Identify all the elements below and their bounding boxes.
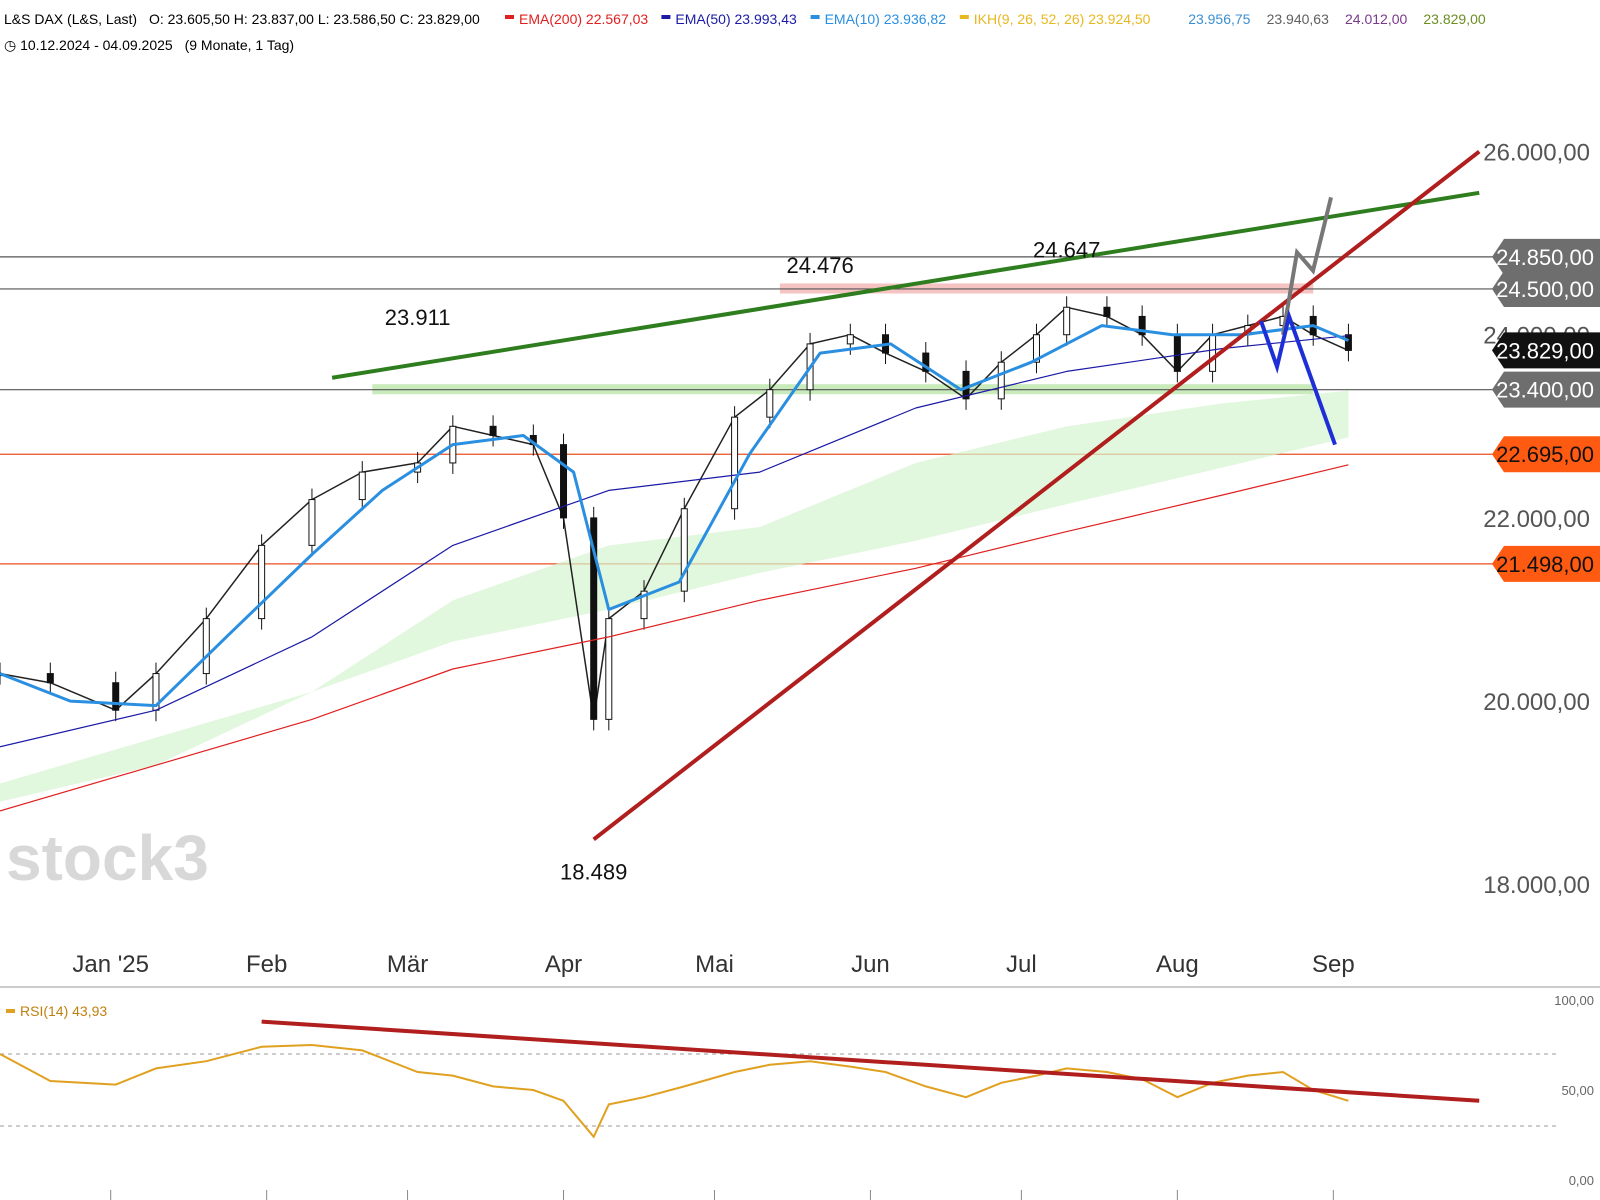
indicator-1[interactable]: EMA(50) 23.993,43 (675, 11, 797, 27)
candle-body[interactable] (46, 673, 54, 684)
price-badge-1[interactable]: 24.500,00 (1492, 270, 1600, 307)
candle-body[interactable] (308, 499, 316, 546)
price-badge-label: 21.498,00 (1496, 552, 1594, 577)
candle-body[interactable] (846, 334, 854, 345)
period-label: (9 Monate, 1 Tag) (185, 37, 294, 53)
trendline-0[interactable] (331, 190, 1480, 380)
rsi-pane: 100,00 50,00 0,00 RSI(14) 43,93 (0, 993, 1594, 1188)
candle-body[interactable] (605, 618, 613, 720)
ohlc-values: O: 23.605,50 H: 23.837,00 L: 23.586,50 C… (149, 11, 480, 27)
candle-body[interactable] (1173, 334, 1181, 372)
candle-body[interactable] (997, 361, 1005, 400)
candle-body[interactable] (560, 444, 568, 519)
indicator-3[interactable]: IKH(9, 26, 52, 26) 23.924,50 (974, 11, 1151, 27)
indicator-0[interactable]: EMA(200) 22.567,03 (519, 11, 648, 27)
candle-body[interactable] (1103, 306, 1111, 317)
extra-value-2: 24.012,00 (1345, 11, 1407, 27)
series-line-ema-50-[interactable] (0, 335, 1349, 748)
bearish-projection-arrow[interactable] (1259, 309, 1337, 446)
month-label: Mär (387, 951, 428, 978)
instrument-name: L&S DAX (L&S, Last) (4, 11, 137, 27)
price-badge-2[interactable]: 23.829,00 (1492, 332, 1600, 369)
price-annotation-1: 24.647 (1033, 237, 1100, 262)
rsi-tick-label: 0,00 (1569, 1173, 1594, 1188)
candle-body[interactable] (202, 618, 210, 675)
series-line-ema-200-[interactable] (0, 464, 1349, 812)
ichimoku-cloud (0, 390, 1349, 802)
candle-body[interactable] (112, 682, 120, 711)
candle-body[interactable] (1032, 334, 1040, 363)
candle-body[interactable] (680, 508, 688, 592)
month-label: Apr (545, 951, 582, 978)
candle-body[interactable] (1209, 334, 1217, 372)
month-label: Aug (1156, 951, 1199, 978)
candle-body[interactable] (258, 544, 266, 620)
chart-header: L&S DAX (L&S, Last) O: 23.605,50 H: 23.8… (4, 11, 1486, 53)
price-badge-label: 24.850,00 (1496, 245, 1594, 270)
date-range-line: ◷ 10.12.2024 - 04.09.2025 (9 Monate, 1 T… (4, 37, 294, 53)
candle-body[interactable] (731, 416, 739, 510)
y-tick-label: 22.000,00 (1483, 506, 1590, 533)
candle-body[interactable] (1138, 315, 1146, 336)
candle-body[interactable] (1063, 306, 1071, 336)
price-badges: 24.850,00 24.500,00 23.829,00 23.400,00 22.6… (1492, 238, 1600, 582)
y-tick-label: 18.000,00 (1483, 872, 1590, 899)
trendline-1[interactable] (592, 149, 1481, 842)
rsi-swatch (6, 1009, 15, 1013)
candle-body[interactable] (766, 389, 774, 418)
month-label: Jul (1006, 951, 1037, 978)
price-annotation-0: 24.476 (786, 253, 853, 278)
price-badge-label: 24.500,00 (1496, 277, 1594, 302)
price-badge-label: 22.695,00 (1496, 442, 1594, 467)
instrument-ohlc: L&S DAX (L&S, Last) O: 23.605,50 H: 23.8… (4, 11, 480, 27)
month-label: Feb (246, 951, 287, 978)
extra-value-3: 23.829,00 (1423, 11, 1485, 27)
indicator-swatch (661, 15, 671, 19)
price-badge-5[interactable]: 21.498,00 (1492, 545, 1600, 582)
candle-body[interactable] (640, 590, 648, 620)
rsi-line[interactable] (0, 1043, 1349, 1139)
watermark-logo: stock3 (6, 822, 209, 894)
month-label: Mai (695, 951, 734, 978)
bullish-projection-arrow[interactable] (1281, 196, 1333, 336)
price-badge-0[interactable]: 24.850,00 (1492, 238, 1600, 275)
extra-value-1: 23.940,63 (1267, 11, 1329, 27)
candle-body[interactable] (922, 352, 930, 372)
candle-body[interactable] (358, 471, 366, 501)
date-range: 10.12.2024 - 04.09.2025 (20, 37, 173, 53)
month-label: Jan '25 (72, 951, 149, 978)
candle-body[interactable] (590, 517, 598, 720)
month-label: Jun (851, 951, 890, 978)
price-plot: 24.476 24.647 23.911 18.489 (0, 149, 1600, 884)
price-annotation-3: 18.489 (560, 859, 627, 884)
price-badge-label: 23.400,00 (1496, 378, 1594, 403)
series-line-ema-10-[interactable] (0, 324, 1349, 708)
y-tick-label: 20.000,00 (1483, 689, 1590, 716)
clock-icon: ◷ (4, 37, 20, 53)
indicator-swatch (959, 15, 969, 19)
extra-value-0: 23.956,75 (1188, 11, 1250, 27)
price-annotation-2: 23.911 (385, 305, 451, 330)
price-badge-4[interactable]: 22.695,00 (1492, 436, 1600, 473)
rsi-legend[interactable]: RSI(14) 43,93 (20, 1003, 107, 1019)
month-axis: Jan '25 Feb Mär Apr Mai Jun Jul Aug Sep (72, 951, 1355, 1200)
candle-body[interactable] (1344, 334, 1352, 351)
month-label: Sep (1312, 951, 1355, 978)
candle-body[interactable] (489, 425, 497, 436)
rsi-tick-label: 100,00 (1554, 993, 1594, 1008)
price-badge-3[interactable]: 23.400,00 (1492, 371, 1600, 408)
indicator-swatch (810, 15, 820, 19)
indicator-legend: EMA(200) 22.567,03 EMA(50) 23.993,43 EMA(1… (505, 11, 1486, 27)
indicator-swatch (505, 15, 514, 19)
y-tick-label: 26.000,00 (1483, 140, 1590, 167)
rsi-trendline[interactable] (261, 1019, 1480, 1103)
price-badge-label: 23.829,00 (1496, 338, 1594, 363)
rsi-tick-label: 50,00 (1561, 1083, 1594, 1098)
indicator-2[interactable]: EMA(10) 23.936,82 (825, 11, 947, 27)
